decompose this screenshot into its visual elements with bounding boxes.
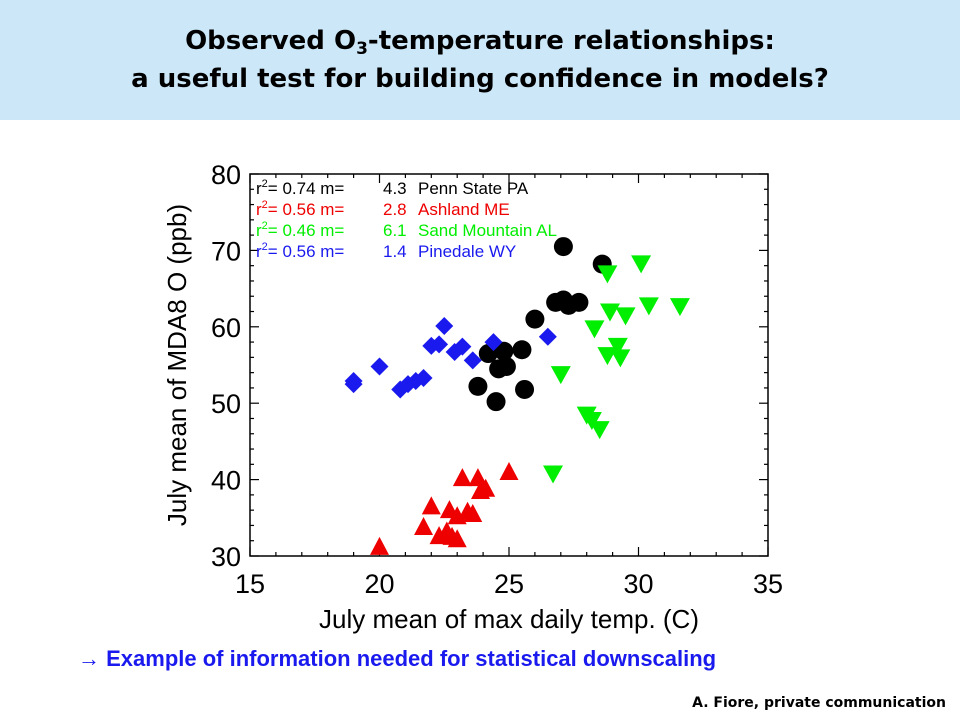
- data-point: [494, 341, 514, 361]
- data-point: [414, 516, 434, 535]
- legend-slope: 2.8: [383, 200, 407, 219]
- data-point: [476, 478, 496, 497]
- data-point: [597, 265, 618, 284]
- data-point: [463, 351, 482, 370]
- y-tick-label: 70: [211, 236, 241, 266]
- y-axis-label: July mean of MDA8 O (ppb): [162, 204, 192, 526]
- caption-text: Example of information needed for statis…: [106, 646, 717, 671]
- data-point: [435, 317, 454, 336]
- data-point: [615, 307, 636, 326]
- tick-labels: 15 20 25 30 35 30 40 50 60 70 80: [211, 160, 783, 599]
- data-point: [569, 292, 589, 312]
- data-point: [600, 303, 621, 322]
- legend-r2-text: r2= 0.74 m=: [256, 178, 344, 198]
- data-point: [429, 526, 449, 545]
- data-point: [631, 255, 652, 274]
- x-tick-label: 15: [235, 569, 265, 599]
- title-subscript: 3: [356, 39, 368, 59]
- data-point: [553, 237, 573, 257]
- y-tick-label: 80: [211, 160, 241, 190]
- y-tick-label: 60: [211, 313, 241, 343]
- data-point: [525, 309, 545, 329]
- slide-title: Observed O3-temperature relationships: a…: [0, 22, 960, 98]
- data-point: [414, 368, 433, 387]
- legend-series-name: Sand Mountain AL: [418, 221, 557, 240]
- data-point: [344, 372, 363, 391]
- data-point: [468, 376, 488, 396]
- title-line-1: Observed O3-temperature relationships:: [0, 22, 960, 60]
- title-line-2: a useful test for building confidence in…: [131, 64, 829, 94]
- legend-r2-text: r2= 0.56 m=: [256, 241, 344, 261]
- data-point: [499, 461, 519, 480]
- data-point: [452, 468, 472, 487]
- x-tick-label: 20: [364, 569, 394, 599]
- legend: r2= 0.74 m= 4.3 Penn State PA r2= 0.56 m= 2.…: [256, 178, 557, 261]
- x-tick-label: 30: [623, 569, 653, 599]
- data-point: [486, 392, 506, 412]
- data-point: [421, 496, 441, 515]
- legend-series-name: Penn State PA: [418, 179, 529, 198]
- x-tick-label: 35: [753, 569, 783, 599]
- arrow-icon: →: [78, 646, 100, 671]
- data-point: [538, 327, 557, 346]
- data-point: [669, 298, 690, 317]
- y-tick-label: 40: [211, 466, 241, 496]
- legend-series-name: Ashland ME: [418, 200, 510, 219]
- legend-r2-text: r2= 0.46 m=: [256, 220, 344, 240]
- data-point: [581, 412, 602, 431]
- legend-slope: 4.3: [383, 179, 407, 198]
- data-point: [484, 333, 503, 352]
- credit-text: A. Fiore, private communication: [692, 695, 946, 711]
- title-text-part2: -temperature relationships:: [367, 26, 775, 56]
- data-point: [453, 337, 472, 356]
- title-banner: [0, 0, 960, 120]
- data-point: [610, 349, 631, 368]
- legend-r2-text: r2= 0.56 m=: [256, 199, 344, 219]
- data-point: [512, 340, 532, 360]
- data-points: [344, 237, 690, 555]
- legend-series-name: Pinedale WY: [418, 242, 516, 261]
- y-tick-label: 50: [211, 389, 241, 419]
- legend-slope: 6.1: [383, 221, 407, 240]
- caption: → Example of information needed for stat…: [78, 646, 716, 672]
- data-point: [370, 357, 389, 376]
- data-point: [463, 503, 483, 522]
- data-point: [543, 465, 564, 484]
- title-text-part1: Observed O: [185, 26, 357, 56]
- legend-slope: 1.4: [383, 242, 407, 261]
- data-point: [638, 297, 659, 316]
- y-tick-label: 30: [211, 542, 241, 572]
- data-point: [515, 379, 535, 399]
- data-point: [447, 529, 467, 548]
- x-axis-label: July mean of max daily temp. (C): [319, 604, 699, 634]
- data-point: [584, 320, 605, 339]
- data-point: [370, 536, 389, 555]
- data-point: [589, 421, 610, 440]
- data-point: [496, 357, 516, 377]
- data-point: [468, 468, 488, 487]
- data-point: [607, 337, 628, 356]
- data-point: [550, 366, 571, 385]
- data-point: [430, 335, 449, 354]
- x-tick-label: 25: [494, 569, 524, 599]
- data-point: [447, 506, 467, 525]
